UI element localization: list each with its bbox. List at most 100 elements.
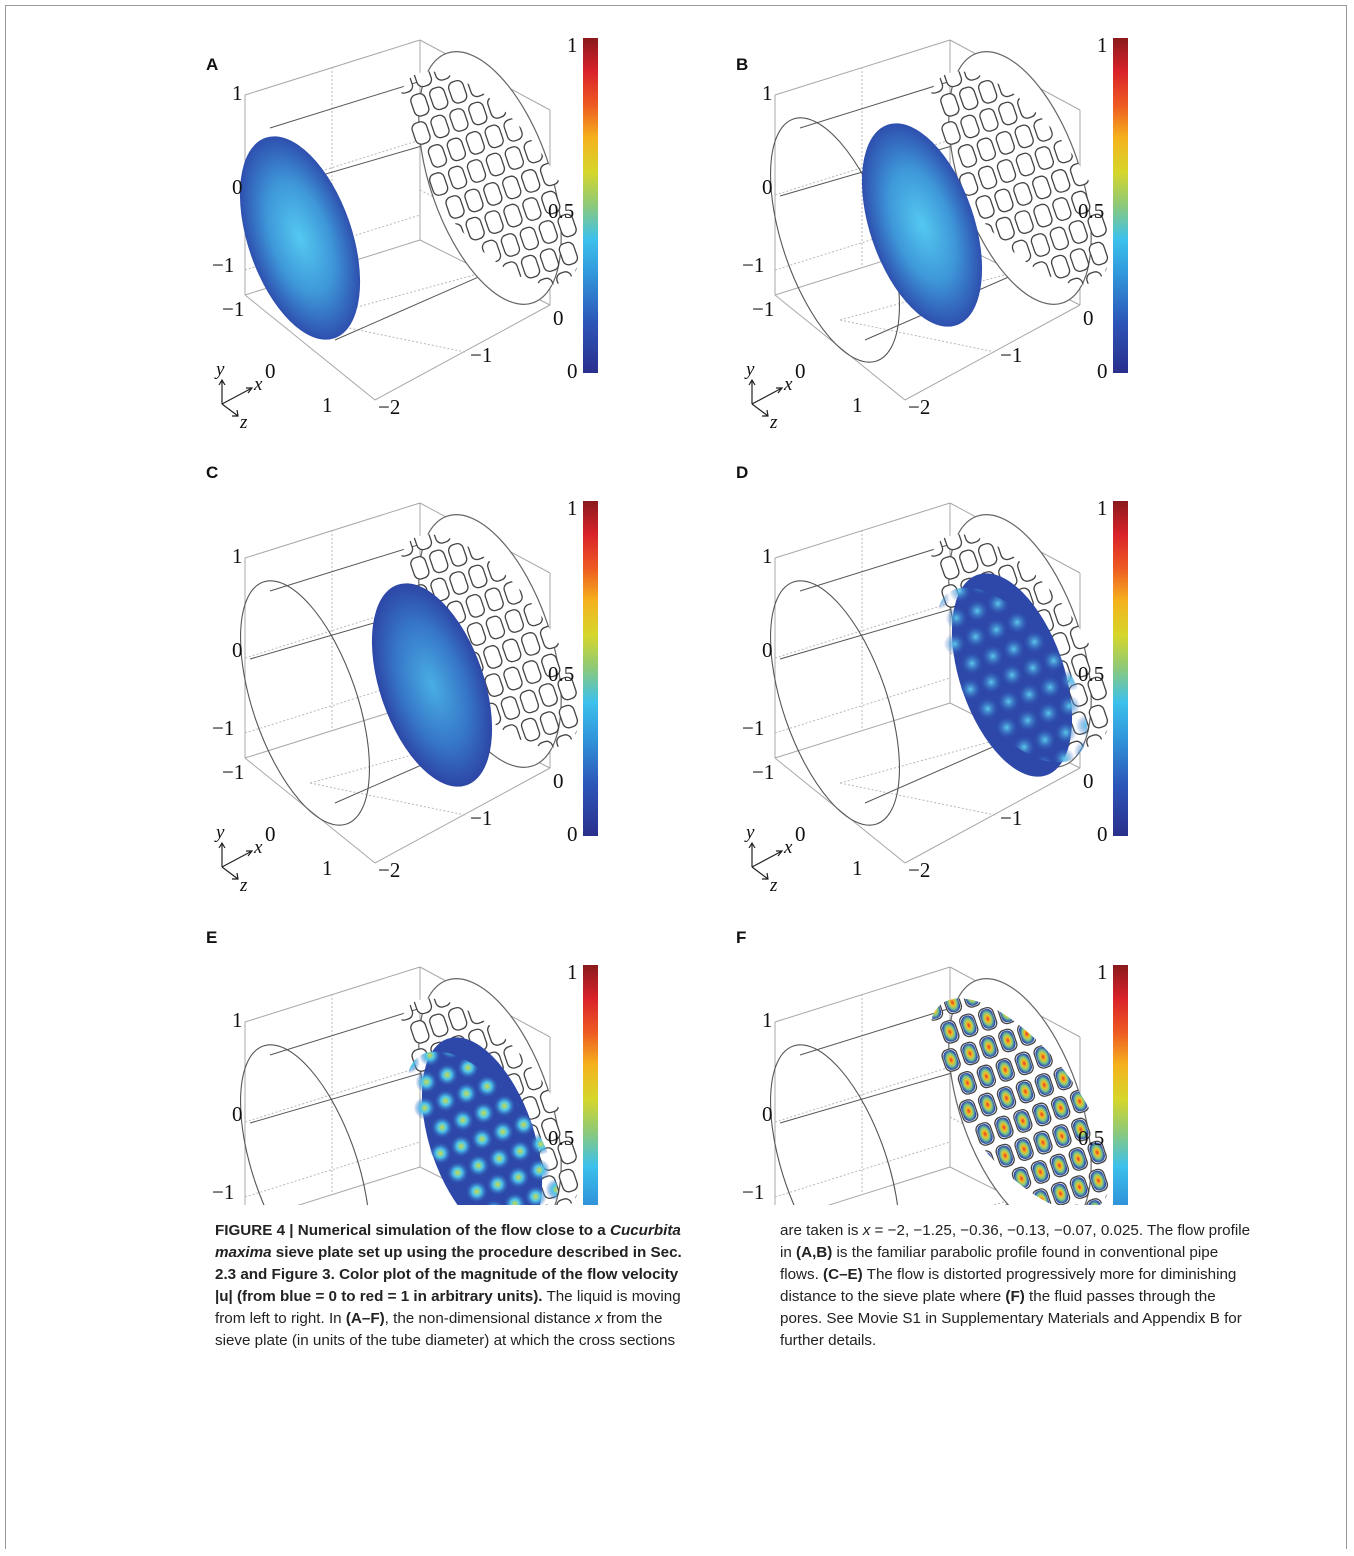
pore	[541, 1117, 561, 1142]
pore	[447, 542, 468, 567]
flow-spot	[471, 1128, 493, 1150]
pore	[998, 101, 1018, 126]
caption-text: FIGURE 4 | Numerical simulation of the f…	[215, 1222, 610, 1239]
flow-spot	[491, 1120, 514, 1143]
panel-label: B	[736, 55, 748, 74]
z-tick-label: 1	[322, 856, 333, 880]
grid-line	[774, 677, 951, 734]
z-tick-label: 0	[795, 822, 806, 846]
pore	[558, 1168, 579, 1193]
pore	[500, 233, 521, 257]
colorbar-tick-label: 0	[1097, 359, 1108, 383]
x-tick-label: −1	[470, 806, 492, 830]
pore	[520, 169, 541, 193]
colorbar-tick-label: 0.5	[1078, 662, 1104, 686]
pore	[1032, 175, 1052, 200]
flow-pore	[1000, 1030, 1016, 1051]
pore	[1034, 523, 1055, 548]
triad-axes	[218, 378, 254, 417]
inlet-outline	[769, 1044, 901, 1205]
caption-text: The liquid is moving from left to right.…	[215, 1288, 681, 1327]
flow-pore	[997, 1059, 1014, 1080]
pore	[556, 734, 576, 758]
pore	[466, 159, 487, 183]
pore	[976, 137, 997, 162]
pore	[504, 523, 525, 548]
pore	[1034, 987, 1055, 1012]
pore	[520, 632, 541, 656]
pore	[429, 86, 449, 111]
flow-spot	[943, 632, 966, 655]
colorbar-tick-label: 0	[567, 359, 578, 383]
flow-pore	[1051, 1155, 1068, 1176]
flow-pore	[942, 1021, 958, 1042]
caption-text: (F)	[1005, 1288, 1025, 1305]
flow-spot	[1021, 656, 1044, 679]
pore	[539, 248, 560, 272]
x-tick-label: −1	[470, 343, 492, 367]
grid-line	[774, 1141, 951, 1198]
pore	[1069, 248, 1090, 272]
flow-spot	[1006, 611, 1029, 634]
z-tick-label: 0	[265, 359, 276, 383]
box-edge	[904, 767, 1081, 864]
flow-spot	[472, 1102, 495, 1125]
flow-pore	[1052, 1097, 1069, 1118]
triad-axes	[748, 378, 784, 417]
pore	[393, 70, 414, 94]
triad-label: y	[214, 359, 225, 380]
triad-label: z	[239, 875, 248, 896]
flow-pore	[979, 1094, 996, 1115]
pore	[430, 577, 450, 602]
pore	[538, 220, 558, 244]
pore	[1014, 124, 1034, 149]
box-edge	[297, 1166, 421, 1205]
pore	[430, 114, 450, 139]
colorbar-tick-label: 0	[567, 822, 578, 846]
caption-text: sieve plate set up using the procedure d…	[215, 1244, 682, 1305]
y-tick-label: 0	[762, 175, 773, 199]
pore	[1050, 254, 1071, 279]
colorbar	[583, 38, 598, 373]
x-tick-label: 0	[1083, 769, 1094, 793]
pore	[541, 653, 561, 678]
pore	[410, 1019, 430, 1044]
sieve-cells	[393, 42, 595, 314]
flow-spot	[980, 671, 1003, 694]
pore	[995, 131, 1015, 155]
pore	[500, 696, 521, 720]
flow-spot	[434, 1089, 457, 1112]
flow-pore	[979, 1008, 996, 1029]
panel-label: D	[736, 463, 748, 482]
pore	[410, 92, 430, 117]
flow-spot	[1037, 702, 1060, 725]
flow-pore	[1090, 1170, 1107, 1191]
pore	[503, 1044, 523, 1069]
triad-axes	[748, 841, 784, 880]
triad-label: z	[769, 875, 778, 896]
pore	[485, 615, 506, 640]
flow-pore	[1033, 1104, 1050, 1125]
pore	[393, 533, 414, 557]
pore	[1018, 969, 1038, 989]
triad-label: x	[783, 837, 793, 858]
y-tick-label: 0	[232, 175, 243, 199]
pore	[504, 146, 525, 170]
caption-text: (A,B)	[796, 1244, 833, 1261]
colorbar	[1113, 38, 1128, 373]
pore	[393, 997, 414, 1021]
y-tick-label: 1	[232, 1008, 243, 1032]
pore	[412, 526, 433, 551]
y-tick-label: 0	[762, 1102, 773, 1126]
triad-label: x	[253, 374, 263, 395]
grid-line	[839, 782, 996, 816]
colorbar	[583, 501, 598, 836]
pore	[484, 210, 504, 234]
flow-spot	[997, 690, 1020, 713]
flow-spot	[467, 1154, 490, 1177]
caption-text: The flow is distorted progressively more…	[780, 1266, 1237, 1305]
y-tick-label: −1	[742, 716, 764, 740]
